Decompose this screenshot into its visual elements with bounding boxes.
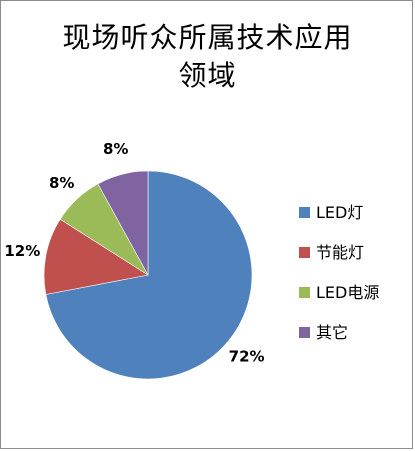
pie-slice-1 (45, 170, 253, 380)
pie-slice-label-3: 8% (49, 174, 74, 192)
legend-swatch-2 (299, 247, 310, 258)
pie-slice-label-2: 12% (4, 242, 40, 260)
chart-title-line-1: 现场听众所属技术应用 (62, 21, 353, 54)
chart-title: 现场听众所属技术应用 领域 (1, 19, 414, 95)
legend-swatch-1 (299, 207, 310, 218)
legend-label-2: 节能灯 (316, 243, 364, 262)
chart-title-line-2: 领域 (178, 59, 237, 92)
legend-label-3: LED电源 (316, 283, 379, 302)
legend-swatch-4 (299, 327, 310, 338)
pie-slices (43, 170, 253, 380)
pie-slice-labels: 72% 12% 8% 8% (4, 140, 264, 366)
legend-swatch-3 (299, 287, 310, 298)
pie-slice-label-4: 8% (103, 140, 128, 158)
pie-slice-label-1: 72% (229, 348, 265, 366)
legend-label-4: 其它 (316, 323, 348, 342)
legend-label-1: LED灯 (316, 203, 363, 222)
pie-slice-2 (43, 218, 149, 295)
pie-slice-4 (97, 170, 149, 276)
